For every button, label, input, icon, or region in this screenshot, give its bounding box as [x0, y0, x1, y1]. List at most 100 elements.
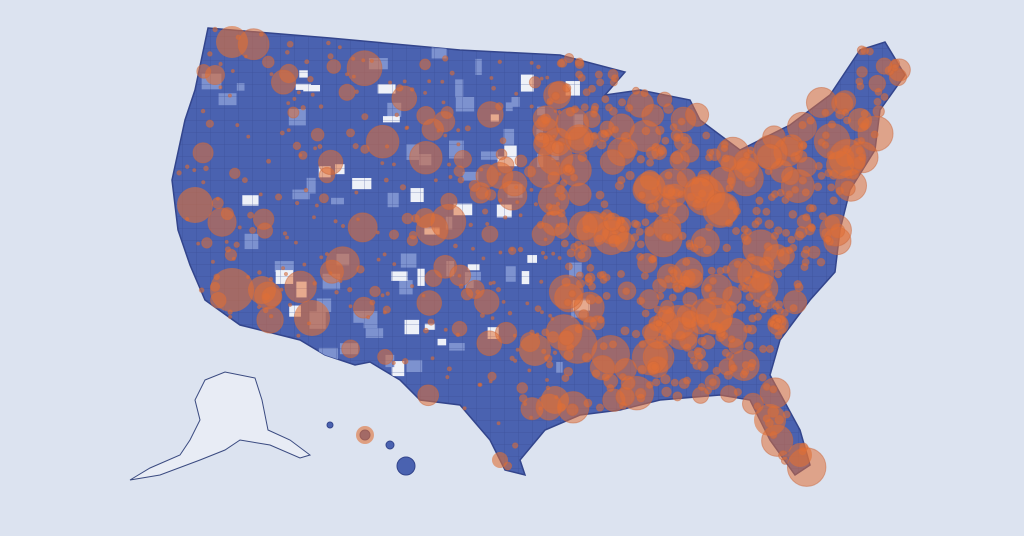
county-circle: [668, 293, 677, 302]
county-circle: [340, 223, 346, 229]
county-circle: [327, 53, 334, 60]
county-circle: [772, 322, 781, 331]
county-circle: [532, 105, 559, 132]
county-circle: [625, 170, 635, 181]
county-circle: [720, 144, 729, 153]
county-circle: [203, 165, 209, 172]
county-circle: [207, 207, 237, 237]
city-circle: [640, 170, 660, 190]
county-circle: [514, 91, 519, 96]
county-circle: [256, 304, 262, 310]
county-circle: [391, 360, 396, 366]
county-circle: [296, 90, 301, 95]
county-circle: [589, 354, 616, 381]
county-circle: [257, 270, 262, 275]
county-circle: [235, 123, 240, 128]
county-circle: [558, 329, 575, 346]
county-circle: [338, 83, 356, 101]
county-circle: [218, 85, 223, 90]
county-circle: [545, 378, 550, 383]
county-circle: [212, 26, 218, 33]
county-circle: [575, 271, 584, 280]
county-circle: [318, 193, 329, 204]
county-circle: [515, 200, 520, 205]
county-circle: [228, 314, 233, 320]
county-circle: [741, 235, 752, 246]
county-circle: [423, 90, 428, 95]
county-circle: [745, 293, 754, 302]
county-circle: [561, 374, 570, 383]
county-circle: [468, 222, 473, 228]
county-circle: [536, 64, 541, 70]
county-circle: [667, 202, 690, 225]
county-circle: [754, 217, 763, 226]
county-circle: [583, 316, 598, 331]
county-circle: [192, 142, 214, 164]
county-circle: [348, 304, 353, 309]
county-circle: [538, 132, 543, 137]
county-circle: [814, 161, 823, 171]
county-circle: [433, 178, 438, 183]
county-circle: [352, 142, 359, 150]
county-circle: [708, 276, 717, 285]
city-circle: [519, 334, 551, 366]
county-circle: [401, 357, 409, 365]
county-circle: [388, 80, 393, 85]
county-circle: [256, 222, 274, 239]
county-circle: [285, 235, 290, 240]
county-circle: [721, 265, 731, 274]
county-circle: [333, 219, 338, 224]
county-circle: [555, 106, 590, 141]
county-circle: [383, 177, 389, 183]
county-circle: [776, 188, 785, 197]
county-circle: [791, 185, 800, 194]
city-circle: [248, 276, 276, 304]
county-circle: [446, 162, 452, 167]
county-circle: [442, 55, 449, 62]
county-circle: [782, 290, 808, 315]
county-circle: [551, 91, 561, 101]
county-circle: [354, 190, 359, 195]
county-circle: [640, 271, 649, 280]
county-circle: [354, 89, 359, 95]
county-circle: [527, 368, 532, 373]
county-circle: [585, 293, 597, 305]
county-circle: [433, 110, 456, 133]
county-circle: [481, 256, 486, 261]
county-circle: [697, 360, 709, 372]
city-circle: [788, 443, 812, 467]
county-circle: [424, 269, 443, 288]
county-circle: [597, 129, 610, 143]
county-circle: [785, 246, 794, 255]
county-circle: [488, 379, 493, 384]
county-circle: [771, 302, 781, 311]
county-circle: [631, 329, 641, 339]
county-circle: [419, 58, 431, 71]
county-circle: [591, 102, 600, 111]
county-circle: [563, 298, 572, 307]
county-circle: [764, 167, 773, 176]
county-circle: [554, 222, 571, 239]
county-circle: [767, 193, 776, 202]
county-circle: [669, 123, 678, 132]
county-circle: [453, 150, 473, 169]
county-circle: [813, 182, 823, 192]
county-circle: [224, 239, 229, 244]
county-circle: [456, 142, 461, 147]
county-circle: [470, 246, 475, 251]
county-circle: [737, 255, 775, 293]
county-circle: [468, 179, 481, 193]
county-circle: [656, 292, 665, 301]
county-circle: [261, 55, 275, 69]
county-circle: [529, 60, 534, 65]
county-circle: [599, 149, 626, 175]
county-circle: [346, 128, 356, 138]
county-circle: [516, 382, 529, 394]
county: [265, 336, 276, 354]
county-circle: [636, 252, 645, 262]
county-circle: [727, 335, 736, 344]
county-circle: [198, 287, 205, 293]
county-circle: [318, 149, 344, 176]
county-circle: [416, 290, 443, 316]
